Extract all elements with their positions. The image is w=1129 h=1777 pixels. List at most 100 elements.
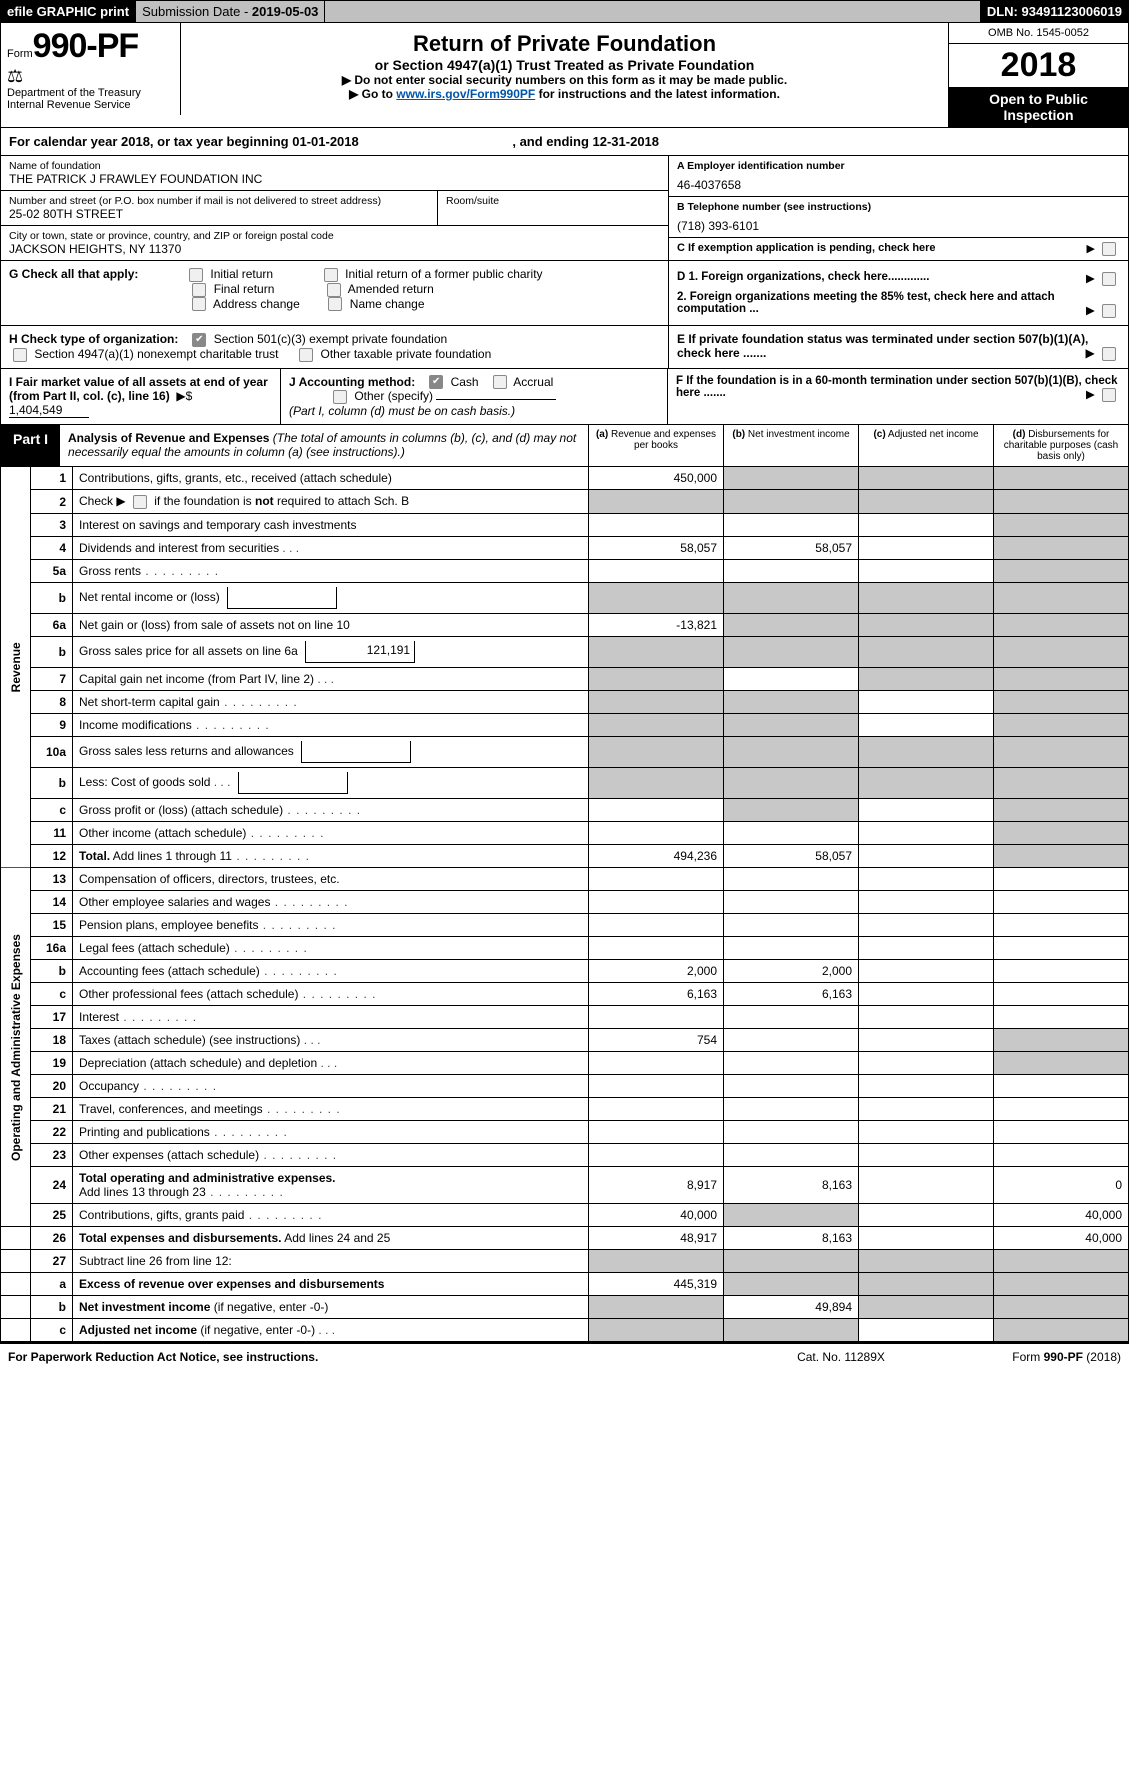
checkbox-d2[interactable] xyxy=(1102,304,1116,318)
form-note-2: ▶ Go to www.irs.gov/Form990PF for instru… xyxy=(185,87,944,101)
checkbox-initial-return[interactable] xyxy=(189,268,203,282)
line-1: Revenue 1 Contributions, gifts, grants, … xyxy=(1,467,1129,490)
year-block: OMB No. 1545-0052 2018 Open to Public In… xyxy=(948,23,1128,127)
revenue-side-label: Revenue xyxy=(1,467,31,867)
item-g: G Check all that apply: Initial return I… xyxy=(1,261,668,325)
part-i-column-headers: (a) Revenue and expenses per books (b) N… xyxy=(588,425,1128,466)
checkbox-f[interactable] xyxy=(1102,388,1116,402)
line-10a: 10aGross sales less returns and allowanc… xyxy=(1,737,1129,768)
item-i: I Fair market value of all assets at end… xyxy=(1,369,281,425)
ein-value: 46-4037658 xyxy=(677,172,1120,192)
efile-label: efile GRAPHIC print xyxy=(1,1,136,22)
public-inspection: Open to Public Inspection xyxy=(949,87,1128,127)
topbar-spacer xyxy=(325,1,980,22)
page-footer: For Paperwork Reduction Act Notice, see … xyxy=(0,1342,1129,1370)
line-15: 15Pension plans, employee benefits xyxy=(1,914,1129,937)
checkbox-amended[interactable] xyxy=(327,283,341,297)
line-27b: bNet investment income (if negative, ent… xyxy=(1,1296,1129,1319)
checkbox-d1[interactable] xyxy=(1102,272,1116,286)
line-27c: cAdjusted net income (if negative, enter… xyxy=(1,1319,1129,1342)
city-cell: City or town, state or province, country… xyxy=(1,226,668,260)
line-16b: bAccounting fees (attach schedule)2,0002… xyxy=(1,960,1129,983)
checkbox-c[interactable] xyxy=(1102,242,1116,256)
form-header: Form990-PF ⚖ Department of the Treasury … xyxy=(0,23,1129,128)
line-24: 24Total operating and administrative exp… xyxy=(1,1167,1129,1204)
foundation-name: THE PATRICK J FRAWLEY FOUNDATION INC xyxy=(9,172,660,186)
line-27: 27Subtract line 26 from line 12: xyxy=(1,1250,1129,1273)
checkbox-final-return[interactable] xyxy=(192,283,206,297)
he-row: H Check type of organization: Section 50… xyxy=(0,326,1129,369)
part-i-desc: Analysis of Revenue and Expenses (The to… xyxy=(60,425,588,466)
gd-row: G Check all that apply: Initial return I… xyxy=(0,261,1129,326)
checkbox-schb[interactable] xyxy=(133,495,147,509)
line-4: 4Dividends and interest from securities5… xyxy=(1,537,1129,560)
cat-no: Cat. No. 11289X xyxy=(741,1350,941,1364)
item-j: J Accounting method: Cash Accrual Other … xyxy=(281,369,668,425)
line-10b: bLess: Cost of goods sold xyxy=(1,768,1129,799)
checkbox-501c3[interactable] xyxy=(192,333,206,347)
checkbox-accrual[interactable] xyxy=(493,375,507,389)
checkbox-cash[interactable] xyxy=(429,375,443,389)
line-11: 11Other income (attach schedule) xyxy=(1,822,1129,845)
irs-logo-icon: ⚖ xyxy=(7,66,174,87)
expense-side-label: Operating and Administrative Expenses xyxy=(1,868,31,1227)
line-3: 3Interest on savings and temporary cash … xyxy=(1,514,1129,537)
line-27a: aExcess of revenue over expenses and dis… xyxy=(1,1273,1129,1296)
submission-date: Submission Date - 2019-05-03 xyxy=(136,1,325,22)
form-number-block: Form990-PF ⚖ Department of the Treasury … xyxy=(1,23,181,115)
part-i-table: Revenue 1 Contributions, gifts, grants, … xyxy=(0,467,1129,1342)
line-16a: 16aLegal fees (attach schedule) xyxy=(1,937,1129,960)
room-label: Room/suite xyxy=(446,195,660,207)
item-e: E If private foundation status was termi… xyxy=(668,326,1128,368)
checkbox-4947[interactable] xyxy=(13,348,27,362)
telephone-value: (718) 393-6101 xyxy=(677,213,1120,233)
form-title: Return of Private Foundation xyxy=(185,31,944,57)
item-h: H Check type of organization: Section 50… xyxy=(1,326,668,368)
line-18: 18Taxes (attach schedule) (see instructi… xyxy=(1,1029,1129,1052)
line-2: 2 Check ▶ if the foundation is not requi… xyxy=(1,490,1129,514)
part-i-label: Part I xyxy=(1,425,60,466)
checkbox-other-taxable[interactable] xyxy=(299,348,313,362)
fmv-value: 1,404,549 xyxy=(9,403,89,418)
tax-year: 2018 xyxy=(949,44,1128,87)
foundation-name-cell: Name of foundation THE PATRICK J FRAWLEY… xyxy=(1,156,668,191)
line-9: 9Income modifications xyxy=(1,714,1129,737)
ein-cell: A Employer identification number 46-4037… xyxy=(669,156,1128,197)
ijf-row: I Fair market value of all assets at end… xyxy=(0,369,1129,426)
top-bar: efile GRAPHIC print Submission Date - 20… xyxy=(0,0,1129,23)
line-17: 17Interest xyxy=(1,1006,1129,1029)
line-22: 22Printing and publications xyxy=(1,1121,1129,1144)
line-23: 23Other expenses (attach schedule) xyxy=(1,1144,1129,1167)
line-14: 14Other employee salaries and wages xyxy=(1,891,1129,914)
checkbox-initial-former[interactable] xyxy=(324,268,338,282)
checkbox-other-method[interactable] xyxy=(333,390,347,404)
checkbox-address-change[interactable] xyxy=(192,297,206,311)
line-19: 19Depreciation (attach schedule) and dep… xyxy=(1,1052,1129,1075)
line-6b: bGross sales price for all assets on lin… xyxy=(1,637,1129,668)
form-note-1: ▶ Do not enter social security numbers o… xyxy=(185,73,944,87)
line-20: 20Occupancy xyxy=(1,1075,1129,1098)
part-i-header: Part I Analysis of Revenue and Expenses … xyxy=(0,425,1129,467)
entity-section: Name of foundation THE PATRICK J FRAWLEY… xyxy=(0,156,1129,261)
form-subtitle: or Section 4947(a)(1) Trust Treated as P… xyxy=(185,57,944,73)
line-6a: 6aNet gain or (loss) from sale of assets… xyxy=(1,614,1129,637)
line-5a: 5aGross rents xyxy=(1,560,1129,583)
form-footer-ref: Form 990-PF (2018) xyxy=(941,1350,1121,1364)
omb-number: OMB No. 1545-0052 xyxy=(949,23,1128,44)
irs-link[interactable]: www.irs.gov/Form990PF xyxy=(396,87,535,101)
line-13: Operating and Administrative Expenses 13… xyxy=(1,868,1129,891)
dln: DLN: 93491123006019 xyxy=(981,1,1128,22)
line-5b: bNet rental income or (loss) xyxy=(1,583,1129,614)
pra-notice: For Paperwork Reduction Act Notice, see … xyxy=(8,1350,741,1364)
line-8: 8Net short-term capital gain xyxy=(1,691,1129,714)
line-16c: cOther professional fees (attach schedul… xyxy=(1,983,1129,1006)
item-d: D 1. Foreign organizations, check here..… xyxy=(668,261,1128,325)
checkbox-e[interactable] xyxy=(1102,347,1116,361)
checkbox-name-change[interactable] xyxy=(328,297,342,311)
line-21: 21Travel, conferences, and meetings xyxy=(1,1098,1129,1121)
telephone-cell: B Telephone number (see instructions) (7… xyxy=(669,197,1128,238)
line-7: 7Capital gain net income (from Part IV, … xyxy=(1,668,1129,691)
street-address: 25-02 80TH STREET xyxy=(9,207,429,221)
form-title-block: Return of Private Foundation or Section … xyxy=(181,23,948,109)
item-f: F If the foundation is in a 60-month ter… xyxy=(668,369,1128,425)
